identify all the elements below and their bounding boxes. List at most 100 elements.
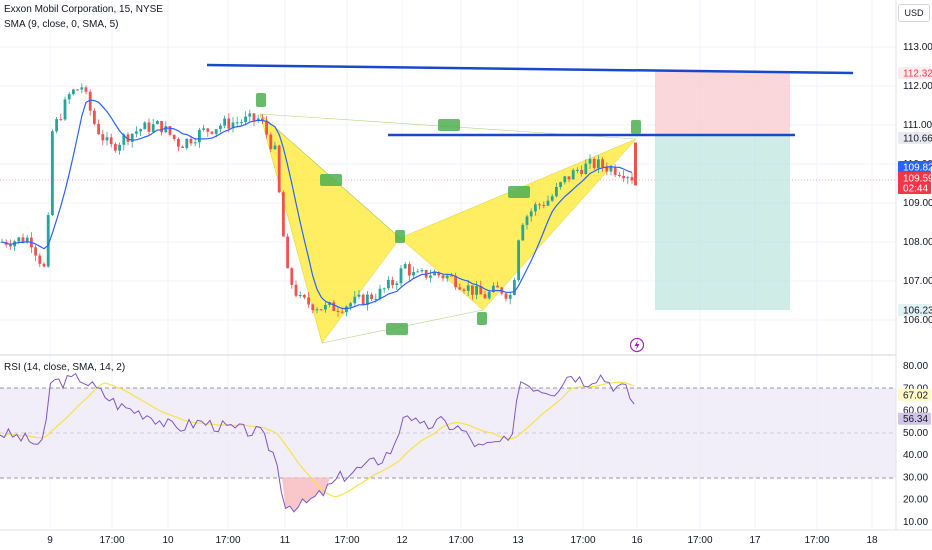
candle-body bbox=[622, 175, 625, 179]
time-axis[interactable]: 9 17:00 10 17:00 11 17:00 12 17:00 13 17:00 16 17:0… bbox=[47, 535, 878, 546]
candle-body bbox=[177, 139, 180, 147]
candle-body bbox=[374, 298, 378, 300]
candle-body bbox=[248, 113, 252, 117]
candle-body bbox=[59, 119, 63, 121]
candle-body bbox=[319, 309, 323, 311]
time-label: 17:00 bbox=[334, 535, 359, 546]
candle-body bbox=[403, 264, 407, 269]
rsi-tick-label: 70.00 bbox=[903, 383, 928, 394]
candle-body bbox=[198, 129, 201, 143]
rsi-scale-tags: 67.02 56.34 bbox=[898, 388, 931, 425]
label-x bbox=[256, 93, 266, 107]
candle-body bbox=[546, 200, 550, 206]
upper-trendline[interactable] bbox=[206, 63, 854, 75]
rsi-tag-bg bbox=[898, 412, 931, 425]
candle-body bbox=[101, 134, 105, 141]
candle-body bbox=[67, 94, 71, 100]
rsi-label: RSI (14, close, SMA, 14, 2) bbox=[4, 362, 126, 373]
candle-body bbox=[399, 268, 403, 284]
lightning-icon[interactable] bbox=[629, 337, 645, 353]
price-tick-label: 107.00 bbox=[903, 276, 932, 287]
price-tag-label: 106.23 bbox=[903, 306, 932, 317]
candle-body bbox=[214, 129, 218, 134]
time-label: 11 bbox=[280, 535, 291, 546]
candle-body bbox=[441, 275, 445, 279]
price-tag-bg bbox=[898, 67, 931, 79]
price-tick-label: 113.00 bbox=[903, 42, 932, 53]
time-label: 17 bbox=[749, 535, 761, 546]
price-tag-bg bbox=[898, 182, 931, 194]
candle-body bbox=[504, 293, 508, 299]
candle-body bbox=[496, 285, 499, 288]
candle-body bbox=[437, 272, 441, 276]
candle-body bbox=[38, 255, 42, 264]
label-ac-ratio bbox=[386, 323, 408, 335]
candle-body bbox=[46, 215, 50, 267]
candle-body bbox=[429, 275, 432, 278]
candle-body bbox=[227, 118, 231, 129]
candle-body bbox=[72, 89, 75, 95]
candle-body bbox=[97, 123, 100, 135]
candle-body bbox=[567, 176, 571, 180]
candle-body bbox=[168, 126, 172, 135]
candle-body bbox=[618, 174, 621, 176]
candle-body bbox=[336, 310, 340, 312]
candle-body bbox=[114, 144, 117, 151]
currency-button[interactable]: USD bbox=[898, 4, 930, 22]
candle-body bbox=[21, 237, 25, 243]
candle-body bbox=[370, 294, 373, 300]
candle-body bbox=[151, 124, 155, 132]
candle-body bbox=[357, 294, 361, 297]
target-zone[interactable] bbox=[655, 71, 790, 135]
time-label: 17:00 bbox=[215, 535, 240, 546]
candle-body bbox=[55, 119, 58, 132]
candle-body bbox=[269, 134, 273, 150]
symbol-legend[interactable]: Exxon Mobil Corporation, 15, NYSE bbox=[4, 4, 167, 15]
candle-body bbox=[193, 142, 197, 144]
candle-body bbox=[265, 121, 268, 135]
candle-body bbox=[189, 138, 193, 144]
price-scale[interactable] bbox=[896, 0, 932, 530]
time-label: 17:00 bbox=[570, 535, 595, 546]
rsi-tag-label: 56.34 bbox=[903, 414, 928, 425]
candle-body bbox=[126, 134, 130, 142]
rsi-scale-ticks: 80.00 70.00 60.00 50.00 40.00 30.00 20.00 10.00 bbox=[903, 361, 928, 528]
label-c bbox=[477, 312, 487, 325]
time-label: 12 bbox=[396, 535, 408, 546]
price-tag-label: 02:44 bbox=[903, 184, 928, 195]
candle-body bbox=[135, 131, 138, 134]
stop-zone[interactable] bbox=[655, 135, 790, 310]
candle-body bbox=[286, 236, 289, 269]
candle-body bbox=[508, 294, 512, 299]
price-tick-label: 109.00 bbox=[903, 198, 932, 209]
time-label: 17:00 bbox=[99, 535, 124, 546]
candle-body bbox=[42, 263, 46, 267]
rsi-tag-label: 67.02 bbox=[903, 390, 928, 401]
candle-body bbox=[555, 186, 558, 197]
candle-body bbox=[395, 283, 399, 286]
sma-legend[interactable]: SMA (9, close, 0, SMA, 5) bbox=[4, 19, 122, 30]
candle-body bbox=[580, 169, 583, 175]
candle-body bbox=[408, 264, 411, 276]
candle-body bbox=[513, 279, 516, 295]
candle-body bbox=[80, 87, 84, 90]
candle-body bbox=[88, 91, 92, 111]
price-tag-label: 109.59 bbox=[903, 174, 932, 185]
time-label: 13 bbox=[512, 535, 524, 546]
price-tag-label: 110.66 bbox=[903, 134, 932, 145]
label-d bbox=[631, 120, 641, 134]
candle-body bbox=[605, 167, 609, 172]
pattern-labels bbox=[256, 93, 641, 335]
candle-body bbox=[391, 279, 394, 286]
candle-body bbox=[559, 182, 562, 187]
candle-body bbox=[550, 196, 554, 201]
rsi-legend[interactable]: RSI (14, close, SMA, 14, 2) bbox=[4, 362, 129, 373]
candle-body bbox=[609, 166, 613, 172]
candle-body bbox=[156, 120, 159, 125]
candle-body bbox=[597, 159, 600, 168]
rsi-tick-label: 30.00 bbox=[903, 472, 928, 483]
candle-body bbox=[235, 122, 239, 124]
candle-body bbox=[261, 118, 264, 122]
